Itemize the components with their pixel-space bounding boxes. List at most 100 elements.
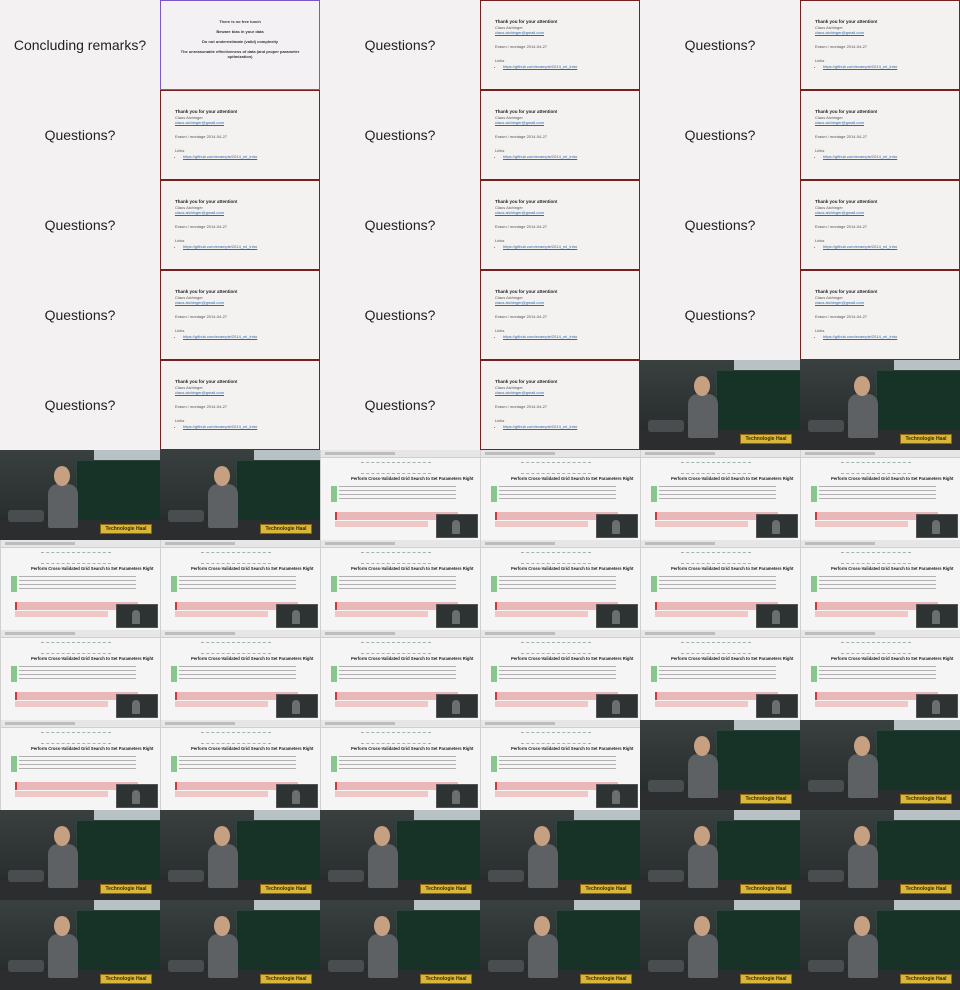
speaker-email-link[interactable]: claus.aichinger@gmail.com xyxy=(815,30,864,35)
chalkboard xyxy=(716,910,800,976)
spacer xyxy=(175,139,313,148)
cell-marker xyxy=(171,666,177,682)
repo-link[interactable]: https://github.com/example/2014_ml_intro xyxy=(183,424,313,429)
equipment xyxy=(808,420,844,432)
speaker-email-link[interactable]: claus.aichinger@gmail.com xyxy=(175,300,224,305)
speaker-email-link[interactable]: claus.aichinger@gmail.com xyxy=(175,120,224,125)
speaker-email-link[interactable]: claus.aichinger@gmail.com xyxy=(495,30,544,35)
address-bar xyxy=(485,632,555,635)
diagram xyxy=(521,642,591,654)
repo-link[interactable]: https://github.com/example/2014_ml_intro xyxy=(503,424,633,429)
camera-frame-tile: Technologie Haal xyxy=(640,360,800,450)
questions-slide-tile: Questions? xyxy=(320,180,480,270)
speaker-email-link[interactable]: claus.aichinger@gmail.com xyxy=(815,210,864,215)
window-light xyxy=(734,720,800,730)
speaker-inset-video xyxy=(596,694,638,718)
error-output xyxy=(815,512,938,520)
speaker-inset-video xyxy=(276,694,318,718)
speaker-inset-video xyxy=(276,784,318,808)
questions-slide-tile: Questions? xyxy=(0,270,160,360)
error-output-2 xyxy=(175,611,268,617)
speaker-email-link[interactable]: claus.aichinger@gmail.com xyxy=(495,390,544,395)
speaker-email-link[interactable]: claus.aichinger@gmail.com xyxy=(495,120,544,125)
spacer xyxy=(495,215,633,224)
spacer xyxy=(495,125,633,134)
thank-you-title: Thank you for your attention! xyxy=(495,19,558,24)
speaker-email-link[interactable]: claus.aichinger@gmail.com xyxy=(175,390,224,395)
thank-you-title: Thank you for your attention! xyxy=(815,109,878,114)
repo-link[interactable]: https://github.com/example/2014_ml_intro xyxy=(823,64,953,69)
thank-you-title: Thank you for your attention! xyxy=(495,379,558,384)
error-output-2 xyxy=(175,701,268,707)
chalkboard xyxy=(556,910,640,976)
podium: Technologie Haal xyxy=(260,884,312,894)
speaker-email-link[interactable]: claus.aichinger@gmail.com xyxy=(815,120,864,125)
equipment xyxy=(168,960,204,972)
speaker-inset-video xyxy=(436,694,478,718)
spacer xyxy=(175,395,313,404)
repo-link[interactable]: https://github.com/example/2014_ml_intro xyxy=(183,334,313,339)
error-output-2 xyxy=(655,611,748,617)
speaker-email-link[interactable]: claus.aichinger@gmail.com xyxy=(495,300,544,305)
slide-heading: Questions? xyxy=(684,36,756,53)
links-label: Links xyxy=(495,328,505,333)
cell-marker xyxy=(331,486,337,502)
speaker-inset-video xyxy=(116,604,158,628)
notebook-heading: Perform Cross-Validated Grid Search to S… xyxy=(351,656,474,661)
camera-frame-tile: Technologie Haal xyxy=(320,900,480,990)
spacer xyxy=(815,305,953,314)
diagram xyxy=(841,552,911,564)
speaker-email-link[interactable]: claus.aichinger@gmail.com xyxy=(495,210,544,215)
window-light xyxy=(414,900,480,910)
speaker-email-link[interactable]: claus.aichinger@gmail.com xyxy=(815,300,864,305)
speaker-head xyxy=(54,916,70,936)
chalkboard xyxy=(876,910,960,976)
browser-toolbar xyxy=(161,540,320,548)
lecture-line: Beware bias in your data xyxy=(216,29,264,34)
error-output-2 xyxy=(655,701,748,707)
browser-toolbar xyxy=(161,630,320,638)
speaker-body xyxy=(848,754,878,798)
cell-marker xyxy=(491,576,497,592)
questions-slide-tile: Questions? xyxy=(0,180,160,270)
podium-sign: Technologie Haal xyxy=(105,886,147,892)
browser-toolbar xyxy=(641,630,800,638)
speaker-head xyxy=(694,826,710,846)
slide-heading: Questions? xyxy=(44,306,116,323)
speaker-body xyxy=(848,844,878,888)
links-list: https://github.com/example/2014_ml_intro xyxy=(175,334,313,339)
address-bar xyxy=(325,632,395,635)
browser-toolbar xyxy=(801,540,960,548)
repo-link[interactable]: https://github.com/example/2014_ml_intro xyxy=(503,154,633,159)
repo-link[interactable]: https://github.com/example/2014_ml_intro xyxy=(503,244,633,249)
chalkboard xyxy=(236,910,320,976)
repo-link[interactable]: https://github.com/example/2014_ml_intro xyxy=(823,244,953,249)
repo-link[interactable]: https://github.com/example/2014_ml_intro xyxy=(503,64,633,69)
thank-you-content: Thank you for your attention! Claus Aichi… xyxy=(815,109,953,159)
screen-capture-tile: Perform Cross-Validated Grid Search to S… xyxy=(800,540,960,630)
speaker-body xyxy=(208,844,238,888)
browser-toolbar xyxy=(1,540,160,548)
code-cell xyxy=(499,666,616,682)
equipment xyxy=(808,870,844,882)
diagram xyxy=(41,642,111,654)
diagram xyxy=(681,642,751,654)
repo-link[interactable]: https://github.com/example/2014_ml_intro xyxy=(823,154,953,159)
speaker-inset-video xyxy=(596,604,638,628)
browser-toolbar xyxy=(481,540,640,548)
repo-link[interactable]: https://github.com/example/2014_ml_intro xyxy=(823,334,953,339)
speaker-body xyxy=(688,394,718,438)
repo-link[interactable]: https://github.com/example/2014_ml_intro xyxy=(503,334,633,339)
thank-you-title: Thank you for your attention! xyxy=(815,19,878,24)
repo-link[interactable]: https://github.com/example/2014_ml_intro xyxy=(183,244,313,249)
speaker-email-link[interactable]: claus.aichinger@gmail.com xyxy=(175,210,224,215)
repo-link[interactable]: https://github.com/example/2014_ml_intro xyxy=(183,154,313,159)
speaker-body xyxy=(848,934,878,978)
slide-heading: Questions? xyxy=(364,396,436,413)
error-output xyxy=(175,602,298,610)
diagram xyxy=(41,732,111,744)
speaker-body xyxy=(688,754,718,798)
error-output-2 xyxy=(815,611,908,617)
speaker-name: Claus Aichinger xyxy=(175,295,203,300)
